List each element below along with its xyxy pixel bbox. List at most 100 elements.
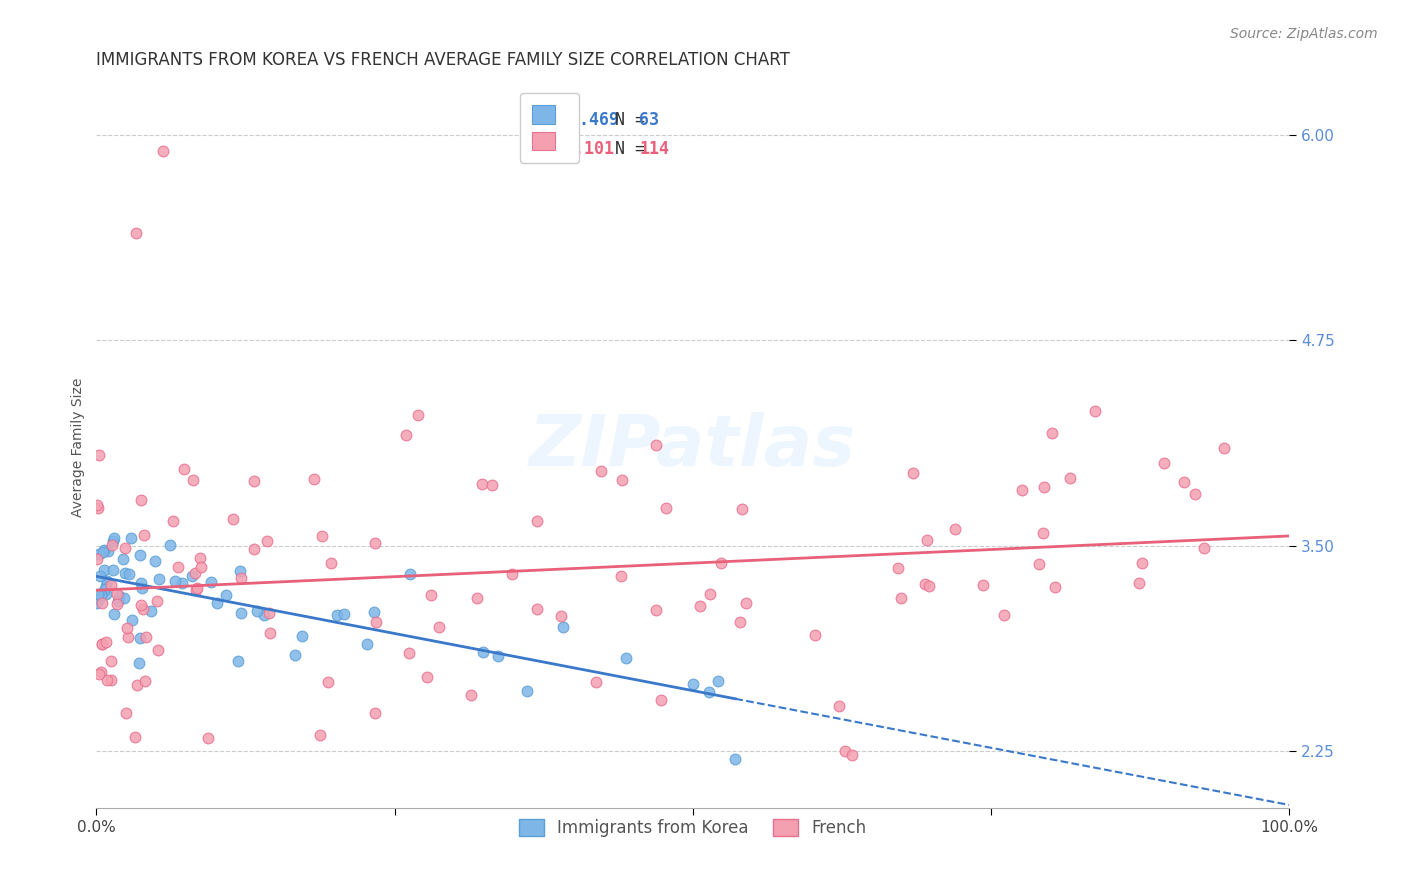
Point: [93, 563, 115, 577]
Point: [91, 596, 114, 610]
Point: [165, 574, 187, 588]
Point: [105, 597, 128, 611]
Point: [141, 604, 163, 618]
Point: [107, 594, 129, 608]
Point: [87, 500, 110, 515]
Text: R =: R =: [531, 111, 572, 128]
Point: [460, 688, 482, 702]
Point: [917, 533, 939, 547]
Point: [366, 615, 388, 629]
Point: [132, 601, 155, 615]
Point: [993, 607, 1015, 622]
Point: [93, 543, 115, 558]
Point: [134, 528, 156, 542]
Point: [398, 567, 420, 582]
Point: [252, 608, 274, 623]
Point: [100, 673, 122, 688]
Point: [128, 656, 150, 670]
Point: [901, 467, 924, 481]
Point: [129, 548, 152, 562]
Point: [96, 673, 118, 687]
Point: [1028, 558, 1050, 572]
Point: [1184, 486, 1206, 500]
Point: [170, 575, 193, 590]
Point: [699, 587, 721, 601]
Point: [87, 587, 110, 601]
Point: [114, 566, 136, 580]
Point: [181, 473, 204, 487]
Point: [1084, 404, 1107, 418]
Point: [134, 673, 156, 688]
Point: [186, 582, 208, 597]
Point: [87, 667, 110, 681]
Point: [364, 536, 387, 550]
Point: [243, 474, 266, 488]
Point: [1213, 441, 1236, 455]
Text: 114: 114: [640, 140, 669, 158]
Legend: Immigrants from Korea, French: Immigrants from Korea, French: [512, 812, 873, 844]
Point: [103, 607, 125, 621]
Point: [190, 559, 212, 574]
Point: [363, 606, 385, 620]
Point: [609, 568, 631, 582]
Point: [1192, 541, 1215, 555]
Point: [129, 492, 152, 507]
Point: [103, 531, 125, 545]
Point: [1059, 471, 1081, 485]
Point: [363, 706, 385, 720]
Point: [112, 552, 135, 566]
Point: [416, 670, 439, 684]
Point: [200, 575, 222, 590]
Point: [121, 613, 143, 627]
Point: [1128, 575, 1150, 590]
Point: [730, 615, 752, 629]
Point: [91, 638, 114, 652]
Point: [356, 637, 378, 651]
Point: [101, 534, 124, 549]
Point: [526, 514, 548, 528]
Point: [1032, 526, 1054, 541]
Point: [316, 675, 339, 690]
Point: [90, 665, 112, 679]
Point: [1043, 580, 1066, 594]
Point: [614, 651, 637, 665]
Point: [550, 608, 572, 623]
Point: [101, 537, 124, 551]
Point: [125, 227, 148, 241]
Point: [707, 674, 730, 689]
Point: [135, 630, 157, 644]
Point: [914, 577, 936, 591]
Point: [1011, 483, 1033, 498]
Point: [1153, 456, 1175, 470]
Point: [91, 637, 114, 651]
Point: [131, 581, 153, 595]
Point: [129, 576, 152, 591]
Point: [100, 654, 122, 668]
Point: [229, 571, 252, 585]
Point: [420, 588, 443, 602]
Point: [291, 629, 314, 643]
Point: [190, 551, 212, 566]
Point: [650, 693, 672, 707]
Point: [501, 567, 523, 582]
Point: [689, 599, 711, 613]
Point: [167, 560, 190, 574]
Point: [429, 620, 451, 634]
Point: [259, 606, 281, 620]
Point: [553, 620, 575, 634]
Point: [152, 145, 174, 159]
Point: [472, 645, 495, 659]
Point: [311, 529, 333, 543]
Point: [146, 643, 169, 657]
Point: [465, 591, 488, 605]
Point: [229, 564, 252, 578]
Point: [309, 728, 332, 742]
Point: [841, 747, 863, 762]
Point: [918, 579, 941, 593]
Point: [94, 635, 117, 649]
Point: [115, 706, 138, 721]
Point: [731, 502, 754, 516]
Point: [114, 541, 136, 556]
Point: [89, 569, 111, 583]
Point: [828, 698, 851, 713]
